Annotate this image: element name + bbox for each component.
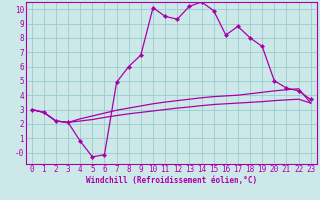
X-axis label: Windchill (Refroidissement éolien,°C): Windchill (Refroidissement éolien,°C): [86, 176, 257, 185]
